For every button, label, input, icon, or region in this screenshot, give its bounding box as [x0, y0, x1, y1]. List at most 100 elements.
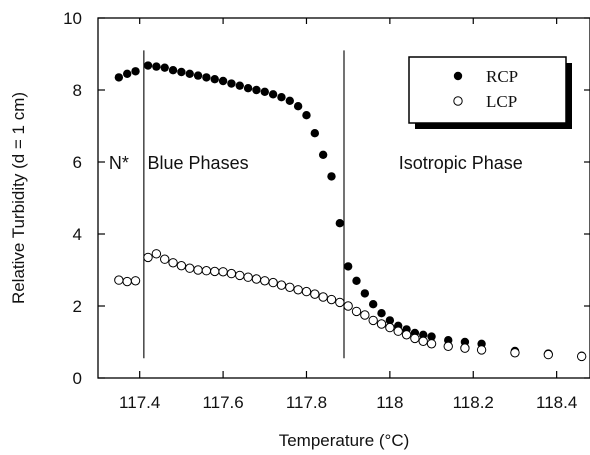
lcp-point	[426, 339, 437, 349]
rcp-point	[185, 69, 194, 79]
legend-box	[408, 56, 567, 124]
lcp-point	[510, 348, 520, 358]
lcp-point	[122, 276, 132, 287]
rcp-point	[160, 63, 169, 72]
region-label: Blue Phases	[148, 153, 249, 173]
rcp-point	[202, 73, 211, 82]
rcp-point	[302, 111, 311, 120]
rcp-point	[122, 69, 132, 79]
rcp-point	[335, 219, 345, 228]
lcp-point	[443, 341, 453, 352]
lcp-point	[351, 306, 362, 317]
lcp-point	[318, 292, 328, 302]
lcp-point	[143, 252, 153, 263]
lcp-point	[393, 326, 403, 336]
lcp-point	[251, 274, 262, 284]
lcp-point	[276, 280, 287, 290]
lcp-point	[343, 301, 353, 311]
rcp-point	[419, 330, 428, 339]
rcp-point	[168, 66, 178, 75]
y-tick-label: 2	[73, 297, 82, 316]
lcp-point	[160, 254, 170, 264]
lcp-point	[243, 272, 253, 282]
rcp-point	[268, 90, 278, 99]
rcp-point	[310, 129, 320, 138]
rcp-point	[385, 316, 395, 325]
x-axis-title: Temperature (°C)	[279, 431, 410, 450]
lcp-point	[360, 310, 370, 320]
legend-rcp-marker	[453, 71, 463, 81]
rcp-point	[218, 76, 228, 86]
lcp-point	[368, 315, 378, 326]
lcp-point	[226, 268, 237, 279]
x-tick-label: 117.4	[119, 393, 160, 412]
rcp-point	[293, 102, 303, 111]
rcp-point	[260, 87, 269, 97]
lcp-point	[326, 294, 337, 305]
x-tick-label: 117.6	[202, 393, 243, 412]
lcp-point	[418, 336, 428, 346]
data-points	[114, 61, 587, 362]
lcp-point	[543, 349, 554, 360]
rcp-point	[227, 79, 236, 88]
rcp-point	[193, 71, 203, 80]
lcp-point	[310, 289, 320, 299]
rcp-point	[210, 75, 219, 84]
y-tick-label: 8	[73, 81, 82, 100]
lcp-point	[335, 297, 345, 308]
lcp-point	[401, 330, 412, 340]
lcp-point	[235, 270, 245, 281]
lcp-point	[293, 285, 303, 295]
legend-rcp-label: RCP	[486, 67, 518, 86]
rcp-point	[318, 150, 328, 159]
plot-area-border	[97, 17, 590, 379]
y-tick-label: 4	[73, 225, 82, 244]
rcp-point	[152, 62, 161, 71]
rcp-point	[327, 172, 336, 181]
rcp-point	[277, 93, 286, 102]
lcp-point	[218, 267, 228, 277]
rcp-point	[177, 67, 186, 77]
rcp-point	[252, 85, 261, 95]
region-labels: N* Blue Phases Isotropic Phase	[109, 153, 523, 173]
rcp-point	[427, 332, 436, 341]
y-tick-label: 10	[63, 9, 82, 28]
lcp-point	[576, 351, 587, 362]
lcp-point	[410, 333, 420, 344]
x-tick-label: 118.4	[536, 393, 577, 412]
y-axis-title: Relative Turbidity (d = 1 cm)	[9, 92, 28, 304]
lcp-point	[193, 265, 203, 275]
rcp-point	[352, 276, 361, 285]
rcp-point	[285, 96, 294, 106]
rcp-point	[131, 67, 140, 76]
lcp-point	[268, 277, 278, 288]
lcp-point	[476, 345, 487, 355]
rcp-point	[143, 61, 153, 70]
lcp-point	[285, 282, 295, 292]
lcp-point	[130, 276, 141, 286]
lcp-point	[185, 263, 195, 273]
rcp-point	[114, 73, 124, 82]
x-tick-label: 118.2	[453, 393, 494, 412]
region-label: Isotropic Phase	[399, 153, 523, 173]
lcp-point	[201, 266, 212, 276]
rcp-point	[368, 300, 378, 309]
plot-frame	[97, 17, 590, 379]
lcp-point	[460, 343, 470, 353]
lcp-point	[301, 286, 312, 297]
y-tick-label: 6	[73, 153, 82, 172]
phase-boundaries	[143, 50, 345, 359]
lcp-point	[168, 258, 178, 268]
x-tick-label: 118	[376, 393, 403, 412]
y-axis-ticks: 0 2 4 6 8 10	[63, 9, 590, 388]
y-tick-label: 0	[73, 369, 82, 388]
lcp-point	[385, 322, 395, 333]
lcp-point	[376, 319, 387, 329]
rcp-point	[360, 289, 370, 298]
legend: RCP LCP	[408, 56, 572, 129]
rcp-point	[235, 81, 244, 90]
region-label: N*	[109, 153, 129, 173]
lcp-point	[114, 275, 124, 285]
lcp-point	[176, 260, 187, 271]
